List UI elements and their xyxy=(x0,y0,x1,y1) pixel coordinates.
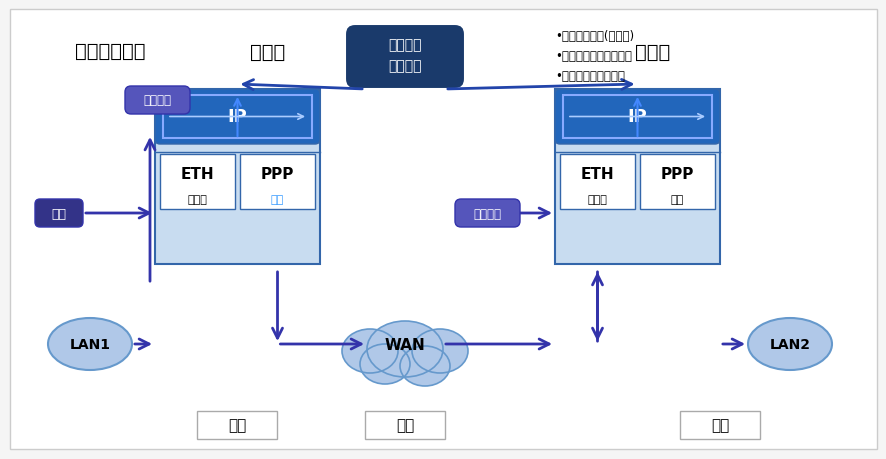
Text: IP: IP xyxy=(627,108,647,126)
FancyBboxPatch shape xyxy=(555,90,719,264)
Ellipse shape xyxy=(400,346,449,386)
Text: 路由转发: 路由转发 xyxy=(144,94,171,107)
Ellipse shape xyxy=(48,318,132,370)
Text: •工作在第三层(网络层)
•采用路由方式进行转发
•实现异种网络的互联: •工作在第三层(网络层) •采用路由方式进行转发 •实现异种网络的互联 xyxy=(555,30,633,83)
Text: 接收: 接收 xyxy=(710,418,728,432)
Text: 路由器: 路由器 xyxy=(250,43,284,62)
Ellipse shape xyxy=(360,344,409,384)
FancyBboxPatch shape xyxy=(159,155,235,210)
Text: 协议封装: 协议封装 xyxy=(473,207,501,220)
FancyBboxPatch shape xyxy=(35,200,83,228)
Ellipse shape xyxy=(411,329,468,373)
FancyBboxPatch shape xyxy=(345,25,464,90)
Bar xyxy=(163,96,312,139)
FancyBboxPatch shape xyxy=(155,90,320,264)
Text: 串口: 串口 xyxy=(670,195,683,205)
Text: 基本工作过程: 基本工作过程 xyxy=(75,42,145,61)
Ellipse shape xyxy=(747,318,831,370)
FancyBboxPatch shape xyxy=(240,155,315,210)
Text: LAN1: LAN1 xyxy=(69,337,111,351)
Text: PPP: PPP xyxy=(660,167,694,182)
Text: ETH: ETH xyxy=(580,167,614,182)
FancyBboxPatch shape xyxy=(640,155,714,210)
Ellipse shape xyxy=(342,329,398,373)
FancyBboxPatch shape xyxy=(197,411,276,439)
FancyBboxPatch shape xyxy=(555,90,719,145)
Text: 路由选择
协议转换: 路由选择 协议转换 xyxy=(388,38,421,73)
Text: WAN: WAN xyxy=(385,337,425,352)
FancyBboxPatch shape xyxy=(364,411,445,439)
FancyBboxPatch shape xyxy=(680,411,759,439)
Text: PPP: PPP xyxy=(260,167,294,182)
FancyBboxPatch shape xyxy=(125,87,190,115)
Text: 串口: 串口 xyxy=(270,195,284,205)
FancyBboxPatch shape xyxy=(559,155,634,210)
Ellipse shape xyxy=(367,321,442,377)
Text: 以太口: 以太口 xyxy=(587,195,607,205)
FancyBboxPatch shape xyxy=(10,10,876,449)
Text: 以太口: 以太口 xyxy=(187,195,207,205)
Text: 拆包: 拆包 xyxy=(51,207,66,220)
Text: LAN2: LAN2 xyxy=(769,337,810,351)
Bar xyxy=(563,96,711,139)
Text: 传送: 传送 xyxy=(395,418,414,432)
Text: ETH: ETH xyxy=(181,167,214,182)
FancyBboxPatch shape xyxy=(455,200,519,228)
Text: IP: IP xyxy=(228,108,247,126)
Text: 发送: 发送 xyxy=(228,418,245,432)
Text: 路由器: 路由器 xyxy=(634,43,669,62)
FancyBboxPatch shape xyxy=(155,90,320,145)
